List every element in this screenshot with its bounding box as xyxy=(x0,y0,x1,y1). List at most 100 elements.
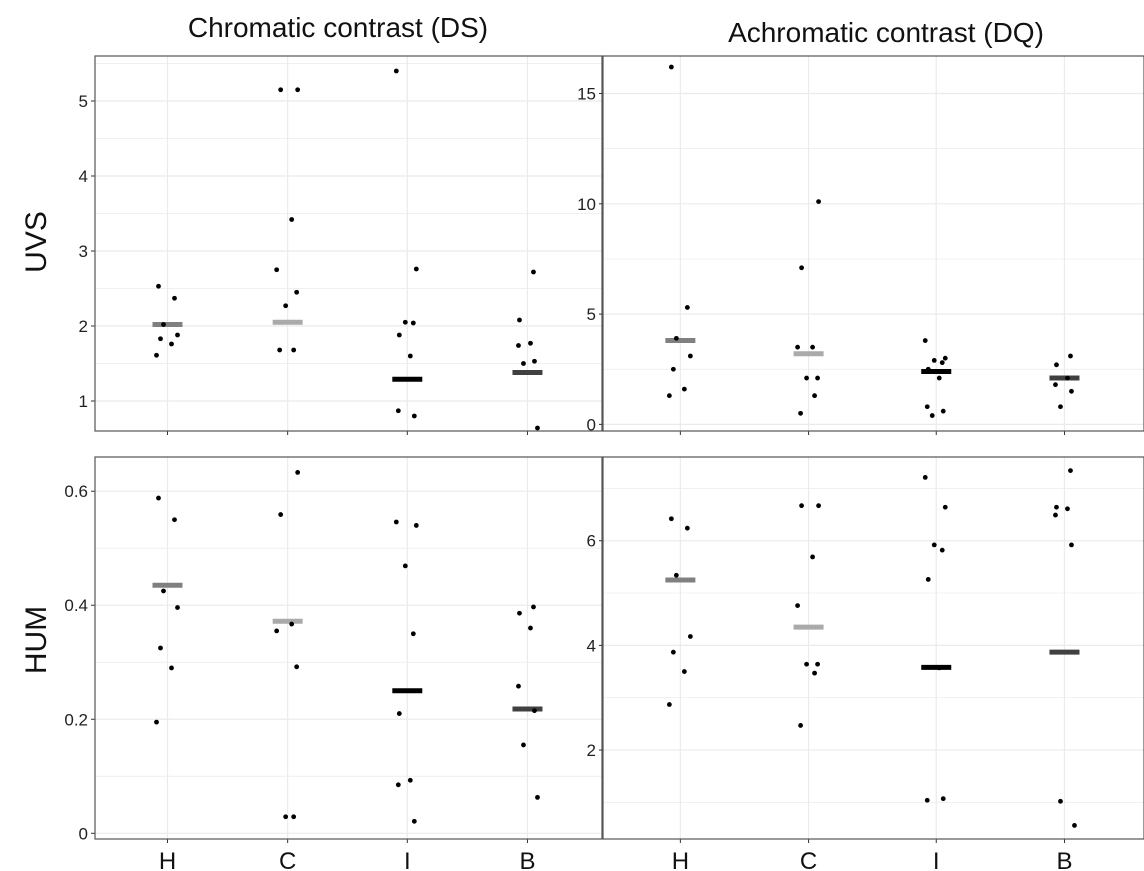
data-point xyxy=(936,375,942,381)
data-point xyxy=(156,283,161,289)
data-point xyxy=(1069,542,1074,548)
x-category-label: I xyxy=(404,848,411,871)
x-category-label: C xyxy=(279,848,296,871)
data-point xyxy=(812,393,817,399)
data-point xyxy=(283,303,289,309)
data-point xyxy=(274,267,280,273)
data-point xyxy=(931,358,937,363)
data-point xyxy=(1058,798,1063,804)
y-tick-label: 2 xyxy=(587,741,596,760)
data-point xyxy=(411,413,417,419)
data-point xyxy=(407,353,413,359)
panel-hum-dq: 2 4 6 H C I B xyxy=(587,456,1144,871)
data-point xyxy=(396,332,402,338)
data-point xyxy=(1058,404,1063,410)
data-point xyxy=(798,723,803,728)
data-point xyxy=(289,621,295,627)
data-point xyxy=(532,708,537,714)
data-point xyxy=(922,475,928,480)
data-point xyxy=(1054,504,1059,510)
data-point xyxy=(929,413,935,418)
data-point xyxy=(673,335,679,341)
data-point xyxy=(804,661,809,667)
data-point xyxy=(922,338,928,343)
data-point xyxy=(936,665,942,671)
data-point xyxy=(687,634,693,639)
x-category-label: B xyxy=(1056,848,1072,871)
y-tick-label: 0.4 xyxy=(64,596,88,615)
data-point xyxy=(154,352,159,358)
data-point xyxy=(799,265,804,271)
data-point xyxy=(516,343,521,348)
data-point xyxy=(517,317,522,323)
data-point xyxy=(158,336,163,342)
data-point xyxy=(810,344,815,350)
data-point xyxy=(670,366,676,372)
data-point xyxy=(413,523,419,528)
data-point xyxy=(158,645,163,651)
data-point xyxy=(161,322,166,327)
data-point xyxy=(681,669,687,674)
panel-frame xyxy=(602,55,1144,432)
data-point xyxy=(531,604,536,610)
data-point xyxy=(687,353,693,359)
data-point xyxy=(1068,468,1073,474)
y-tick-label: 3 xyxy=(79,242,88,261)
data-point xyxy=(535,794,540,800)
data-point xyxy=(1065,506,1070,512)
data-point xyxy=(175,605,180,610)
data-point xyxy=(681,386,687,392)
data-point xyxy=(169,341,174,347)
data-point xyxy=(516,683,521,689)
data-point xyxy=(517,610,522,616)
panel-frame xyxy=(94,456,603,840)
data-point xyxy=(795,603,800,609)
data-point xyxy=(940,408,946,414)
data-point xyxy=(161,588,166,594)
panel-uvs-dq: 0 5 10 15 xyxy=(577,55,1144,435)
y-tick-label: 1 xyxy=(79,392,88,411)
y-tick-label: 0.2 xyxy=(64,710,88,729)
column-title-dq: Achromatic contrast (DQ) xyxy=(728,17,1044,48)
data-point xyxy=(925,577,931,582)
y-tick-label: 5 xyxy=(79,92,88,111)
data-point xyxy=(410,631,416,637)
data-point xyxy=(402,563,408,569)
data-point xyxy=(393,519,399,525)
data-point xyxy=(410,320,416,326)
panel-frame xyxy=(94,55,603,432)
data-point xyxy=(521,361,526,366)
data-point xyxy=(816,199,821,204)
data-point xyxy=(283,814,289,820)
data-point xyxy=(535,425,540,431)
data-point xyxy=(295,469,301,475)
panels: 1 2 3 4 5 0 5 10 15 0 0.2 0.4 0.6 H C I B 2 4 6 H C I B xyxy=(64,55,1144,871)
data-point xyxy=(799,503,804,509)
x-category-label: B xyxy=(519,848,535,871)
data-point xyxy=(393,68,399,74)
data-point xyxy=(528,340,533,346)
data-point xyxy=(812,670,817,676)
data-point xyxy=(668,516,674,522)
y-tick-label: 6 xyxy=(587,532,596,551)
panel-uvs-ds: 1 2 3 4 5 xyxy=(79,55,603,435)
data-point xyxy=(668,64,674,70)
data-point xyxy=(1053,382,1058,388)
data-point xyxy=(942,355,948,361)
data-point xyxy=(172,517,177,523)
data-point xyxy=(395,408,401,414)
row-label-hum: HUM xyxy=(20,606,53,674)
data-point xyxy=(673,572,679,578)
data-point xyxy=(666,702,672,707)
data-point xyxy=(274,628,280,634)
y-tick-label: 0.6 xyxy=(64,482,88,501)
data-point xyxy=(531,269,536,275)
data-point xyxy=(940,796,946,802)
data-point xyxy=(684,525,690,531)
data-point xyxy=(294,289,300,295)
data-point xyxy=(815,661,820,667)
data-point xyxy=(810,554,815,560)
data-point xyxy=(795,344,800,350)
data-point xyxy=(1072,822,1077,828)
